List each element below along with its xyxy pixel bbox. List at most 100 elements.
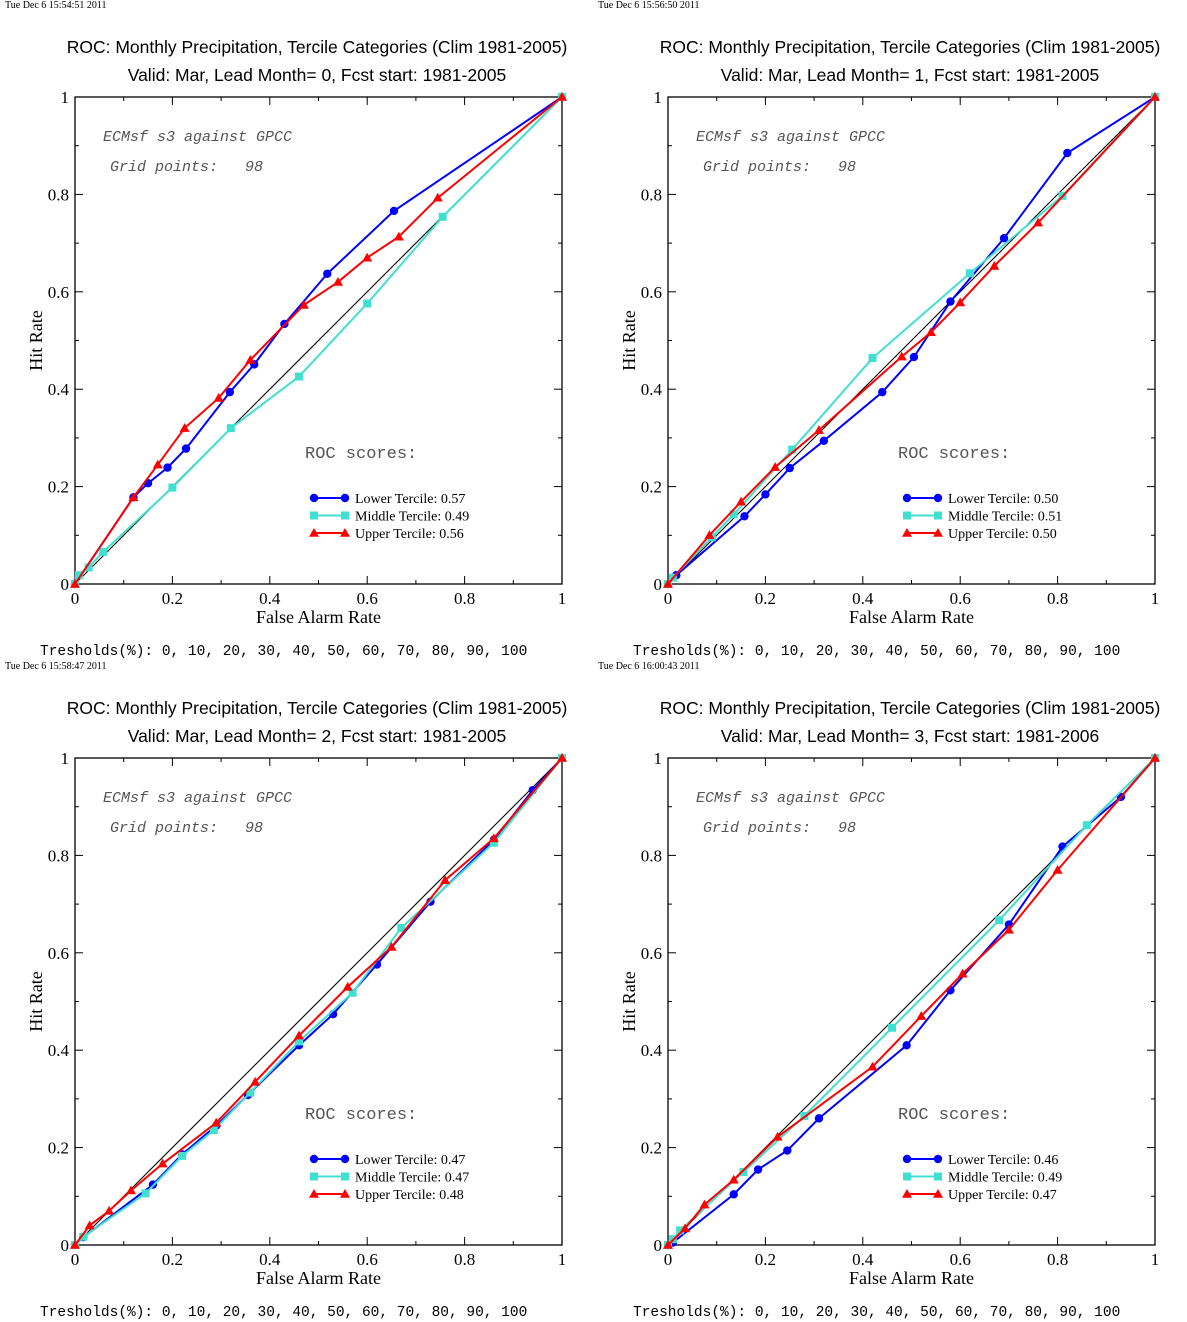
series-upper-tercile (663, 753, 1160, 1249)
data-point (126, 1185, 137, 1195)
grid-points-annotation: Grid points: 98 (110, 820, 263, 837)
legend-marker (902, 528, 912, 537)
legend-marker (902, 493, 912, 503)
data-point (729, 1190, 738, 1199)
data-point (74, 571, 83, 580)
legend-marker (310, 511, 318, 520)
legend-entry: Upper Tercile: 0.50 (948, 527, 1057, 542)
legend-marker (309, 1154, 319, 1164)
x-tick-label: 0.4 (259, 589, 281, 608)
y-axis-label: Hit Rate (619, 310, 639, 371)
series-upper-tercile (663, 92, 1160, 588)
x-tick-label: 0.4 (852, 589, 874, 608)
y-tick-label: 0.4 (48, 380, 70, 399)
data-point (676, 1226, 685, 1235)
data-point (70, 1240, 80, 1249)
legend-marker (309, 528, 319, 537)
legend-entry: Lower Tercile: 0.47 (355, 1153, 465, 1168)
y-tick-label: 1 (654, 749, 663, 768)
legend-marker (310, 1172, 318, 1181)
roc-panel-lead-3: Tue Dec 6 16:00:43 2011 ROC: Monthly Pre… (593, 661, 1187, 1322)
legend-marker (340, 1154, 350, 1164)
series-upper-tercile (70, 92, 567, 588)
data-point (157, 1158, 168, 1168)
y-tick-label: 0.2 (641, 1139, 662, 1158)
y-tick-label: 1 (61, 88, 70, 107)
data-point (386, 941, 397, 951)
y-tick-label: 0 (654, 575, 663, 594)
legend-entry: Lower Tercile: 0.46 (948, 1153, 1058, 1168)
x-tick-label: 0 (664, 589, 673, 608)
chart-subtitle: Valid: Mar, Lead Month= 3, Fcst start: 1… (721, 726, 1100, 746)
x-tick-label: 0 (71, 1250, 80, 1269)
source-annotation: ECMsf s3 against GPCC (696, 790, 885, 807)
chart-subtitle: Valid: Mar, Lead Month= 1, Fcst start: 1… (721, 65, 1100, 85)
y-tick-label: 0 (654, 1236, 663, 1255)
x-tick-label: 0.8 (1047, 1250, 1068, 1269)
x-tick-label: 1 (1151, 589, 1160, 608)
roc-scores-title: ROC scores: (305, 1106, 417, 1125)
legend-marker (903, 1172, 911, 1181)
data-point (226, 424, 235, 433)
data-point (736, 496, 747, 506)
legend-marker (934, 1172, 942, 1181)
data-point (295, 372, 304, 381)
y-tick-label: 0.6 (48, 283, 69, 302)
roc-chart-lead-3: ROC: Monthly Precipitation, Tercile Cate… (619, 698, 1160, 1288)
x-tick-label: 1 (558, 1250, 567, 1269)
legend-entry: Middle Tercile: 0.49 (948, 1171, 1062, 1186)
legend-marker (309, 1189, 319, 1198)
data-point (770, 462, 781, 471)
y-tick-label: 0.4 (641, 1041, 663, 1060)
data-point (965, 269, 974, 278)
legend-marker (933, 493, 943, 503)
series-upper-tercile (70, 753, 567, 1249)
data-point (245, 354, 256, 364)
source-annotation: ECMsf s3 against GPCC (103, 790, 292, 807)
x-tick-label: 0.2 (162, 589, 183, 608)
data-point (680, 1223, 691, 1233)
x-axis-label: False Alarm Rate (849, 607, 974, 627)
x-tick-label: 1 (1151, 1250, 1160, 1269)
data-point (179, 423, 190, 432)
thresholds-label: Tresholds(%): 0, 10, 20, 30, 40, 50, 60,… (40, 644, 528, 660)
data-point (209, 1126, 218, 1135)
data-point (489, 838, 498, 847)
timestamp: Tue Dec 6 16:00:43 2011 (598, 661, 700, 672)
data-point (84, 563, 93, 572)
data-point (178, 1151, 187, 1160)
data-point (79, 1232, 88, 1241)
roc-panel-lead-0: Tue Dec 6 15:54:51 2011 ROC: Monthly Pre… (0, 0, 594, 661)
timestamp: Tue Dec 6 15:58:47 2011 (5, 661, 107, 672)
roc-chart-lead-1: ROC: Monthly Precipitation, Tercile Cate… (619, 37, 1160, 627)
legend-marker (902, 1189, 912, 1198)
roc-chart-lead-2: ROC: Monthly Precipitation, Tercile Cate… (26, 698, 567, 1288)
data-point (819, 436, 829, 446)
legend-marker (340, 1189, 350, 1198)
y-tick-label: 0.6 (641, 283, 662, 302)
legend-entry: Middle Tercile: 0.51 (948, 510, 1062, 525)
x-axis-label: False Alarm Rate (256, 1268, 381, 1288)
legend-entry: Upper Tercile: 0.47 (948, 1188, 1057, 1203)
source-annotation: ECMsf s3 against GPCC (696, 129, 885, 146)
data-point (393, 231, 404, 241)
data-point (946, 297, 955, 306)
x-tick-label: 0.2 (755, 1250, 776, 1269)
x-axis-label: False Alarm Rate (256, 607, 381, 627)
chart-title: ROC: Monthly Precipitation, Tercile Cate… (67, 37, 568, 57)
data-point (141, 1189, 150, 1198)
data-point (168, 483, 177, 492)
roc-chart-lead-0: ROC: Monthly Precipitation, Tercile Cate… (26, 37, 568, 627)
y-tick-label: 0.6 (48, 944, 69, 963)
data-point (785, 463, 794, 473)
data-point (761, 490, 770, 499)
data-point (246, 1088, 255, 1097)
x-tick-label: 0.4 (259, 1250, 281, 1269)
legend-marker (933, 1189, 943, 1198)
data-point (213, 392, 224, 402)
data-point (432, 192, 443, 202)
data-point (925, 327, 936, 336)
roc-scores-title: ROC scores: (898, 445, 1010, 464)
legend-marker (934, 511, 942, 520)
data-point (323, 269, 332, 278)
